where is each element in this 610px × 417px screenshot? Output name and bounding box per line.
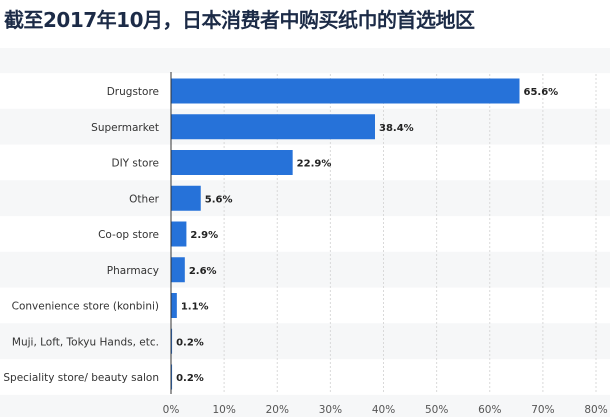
category-label: Convenience store (konbini) — [12, 301, 159, 313]
bar — [171, 78, 520, 104]
bar — [171, 257, 185, 283]
tick-labels: 0% 10% 20% 30% 40% 50% 60% 70% 80% — [163, 404, 608, 416]
value-label: 65.6% — [524, 87, 559, 98]
category-label: DIY store — [112, 158, 160, 170]
row-band — [0, 323, 610, 360]
x-tick-label: 30% — [319, 404, 342, 416]
bar — [171, 185, 201, 211]
category-label: Pharmacy — [107, 265, 159, 277]
value-labels: 65.6% 38.4% 22.9% 5.6% 2.9% 2.6% 1.1% 0.2% 0.2% — [176, 87, 558, 384]
bar — [171, 150, 293, 175]
category-label: Speciality store/ beauty salon — [3, 372, 159, 384]
value-label: 38.4% — [379, 123, 414, 134]
x-tick-label: 40% — [372, 404, 395, 416]
value-label: 2.9% — [190, 230, 218, 241]
bar — [171, 364, 173, 390]
x-tick-label: 80% — [584, 404, 607, 416]
row-band — [0, 216, 610, 252]
row-band — [0, 287, 610, 324]
bar — [171, 114, 375, 140]
category-label: Supermarket — [91, 122, 159, 134]
value-label: 0.2% — [176, 373, 204, 384]
x-tick-label: 50% — [425, 404, 448, 416]
x-tick-label: 60% — [478, 404, 501, 416]
category-label: Muji, Loft, Tokyu Hands, etc. — [12, 336, 159, 348]
category-labels: Drugstore Supermarket DIY store Other Co-op … — [3, 86, 159, 384]
row-band — [0, 180, 610, 217]
category-label: Other — [129, 193, 159, 205]
category-label: Co-op store — [98, 229, 159, 241]
bar — [171, 328, 173, 354]
x-tick-label: 0% — [163, 404, 180, 416]
value-label: 5.6% — [205, 194, 233, 205]
x-tick-label: 10% — [212, 404, 235, 416]
bar — [171, 221, 187, 247]
category-label: Drugstore — [107, 86, 159, 98]
value-label: 0.2% — [176, 337, 204, 348]
bar-chart: Drugstore Supermarket DIY store Other Co-op … — [0, 72, 610, 416]
chart-title: 截至2017年10月，日本消费者中购买纸巾的首选地区 — [4, 8, 475, 32]
row-band — [0, 144, 610, 181]
value-label: 22.9% — [297, 159, 332, 170]
row-band — [0, 359, 610, 395]
row-band — [0, 251, 610, 288]
x-tick-label: 70% — [531, 404, 554, 416]
value-label: 2.6% — [189, 266, 217, 277]
x-tick-label: 20% — [266, 404, 289, 416]
bars — [171, 78, 520, 390]
bar — [171, 293, 177, 318]
value-label: 1.1% — [181, 302, 209, 313]
